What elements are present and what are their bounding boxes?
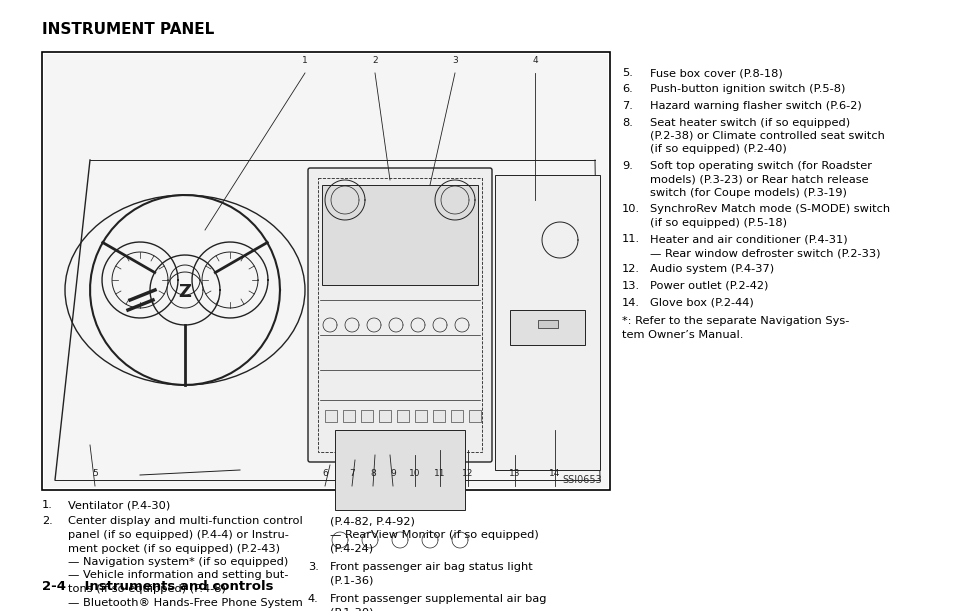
Text: (P.4-82, P.4-92): (P.4-82, P.4-92) bbox=[330, 516, 415, 527]
Text: 10.: 10. bbox=[622, 205, 640, 214]
Text: SSI0653: SSI0653 bbox=[563, 475, 602, 485]
Text: 9: 9 bbox=[390, 469, 396, 478]
Text: *: Refer to the separate Navigation Sys-: *: Refer to the separate Navigation Sys- bbox=[622, 316, 850, 326]
Text: Glove box (P.2-44): Glove box (P.2-44) bbox=[650, 298, 754, 307]
Text: 4: 4 bbox=[532, 56, 538, 65]
Text: (P.1-36): (P.1-36) bbox=[330, 576, 373, 585]
Text: 6.: 6. bbox=[622, 84, 633, 95]
Text: (P.4-24): (P.4-24) bbox=[330, 544, 373, 554]
Text: 13.: 13. bbox=[622, 281, 640, 291]
Bar bbox=[335, 430, 465, 510]
Text: 12.: 12. bbox=[622, 265, 640, 274]
Text: 4.: 4. bbox=[308, 594, 319, 604]
Text: 6: 6 bbox=[323, 469, 328, 478]
Text: (P.2-38) or Climate controlled seat switch: (P.2-38) or Climate controlled seat swit… bbox=[650, 131, 885, 141]
Bar bbox=[318, 178, 482, 452]
Bar bbox=[44, 54, 608, 488]
Text: 2: 2 bbox=[372, 56, 378, 65]
Text: — Navigation system* (if so equipped): — Navigation system* (if so equipped) bbox=[68, 557, 288, 567]
Text: 2.: 2. bbox=[42, 516, 53, 527]
Text: tem Owner’s Manual.: tem Owner’s Manual. bbox=[622, 329, 743, 340]
Text: — RearView Monitor (if so equipped): — RearView Monitor (if so equipped) bbox=[330, 530, 539, 540]
Text: SynchroRev Match mode (S-MODE) switch: SynchroRev Match mode (S-MODE) switch bbox=[650, 205, 890, 214]
Bar bbox=[510, 310, 585, 345]
Text: 7.: 7. bbox=[622, 101, 633, 111]
Text: 2-4    Instruments and controls: 2-4 Instruments and controls bbox=[42, 580, 274, 593]
Text: 8.: 8. bbox=[622, 117, 633, 128]
Text: ment pocket (if so equipped) (P.2-43): ment pocket (if so equipped) (P.2-43) bbox=[68, 544, 280, 554]
Bar bbox=[415, 410, 427, 422]
Bar bbox=[538, 320, 558, 328]
Text: Hazard warning flasher switch (P.6-2): Hazard warning flasher switch (P.6-2) bbox=[650, 101, 862, 111]
Text: switch (for Coupe models) (P.3-19): switch (for Coupe models) (P.3-19) bbox=[650, 188, 847, 198]
Text: 12: 12 bbox=[463, 469, 473, 478]
Text: Push-button ignition switch (P.5-8): Push-button ignition switch (P.5-8) bbox=[650, 84, 846, 95]
Bar bbox=[42, 52, 610, 490]
Bar bbox=[322, 185, 478, 285]
Bar bbox=[469, 410, 481, 422]
Text: Z: Z bbox=[179, 283, 191, 301]
Text: Center display and multi-function control: Center display and multi-function contro… bbox=[68, 516, 302, 527]
Text: INSTRUMENT PANEL: INSTRUMENT PANEL bbox=[42, 22, 214, 37]
Text: panel (if so equipped) (P.4-4) or Instru-: panel (if so equipped) (P.4-4) or Instru… bbox=[68, 530, 289, 540]
Text: 11: 11 bbox=[434, 469, 445, 478]
Text: 1.: 1. bbox=[42, 500, 53, 510]
Text: 11.: 11. bbox=[622, 235, 640, 244]
Text: 5: 5 bbox=[92, 469, 98, 478]
Text: 14: 14 bbox=[549, 469, 561, 478]
Text: (if so equipped) (P.5-18): (if so equipped) (P.5-18) bbox=[650, 218, 787, 228]
Text: Front passenger supplemental air bag: Front passenger supplemental air bag bbox=[330, 594, 546, 604]
Bar bbox=[379, 410, 391, 422]
Text: tons (if so equipped) (P.4-8): tons (if so equipped) (P.4-8) bbox=[68, 584, 226, 594]
Bar bbox=[495, 175, 600, 470]
Bar bbox=[325, 410, 337, 422]
Text: Heater and air conditioner (P.4-31): Heater and air conditioner (P.4-31) bbox=[650, 235, 848, 244]
Text: Audio system (P.4-37): Audio system (P.4-37) bbox=[650, 265, 774, 274]
Text: — Vehicle information and setting but-: — Vehicle information and setting but- bbox=[68, 571, 289, 580]
Text: (P.1-30): (P.1-30) bbox=[330, 607, 373, 611]
Text: Fuse box cover (P.8-18): Fuse box cover (P.8-18) bbox=[650, 68, 782, 78]
Text: 14.: 14. bbox=[622, 298, 640, 307]
Text: Soft top operating switch (for Roadster: Soft top operating switch (for Roadster bbox=[650, 161, 872, 171]
Text: 3: 3 bbox=[452, 56, 458, 65]
Bar bbox=[361, 410, 373, 422]
Text: 10: 10 bbox=[409, 469, 420, 478]
Text: Power outlet (P.2-42): Power outlet (P.2-42) bbox=[650, 281, 768, 291]
Bar bbox=[343, 410, 355, 422]
Text: 13: 13 bbox=[509, 469, 520, 478]
Bar bbox=[397, 410, 409, 422]
Text: 7: 7 bbox=[349, 469, 355, 478]
Bar bbox=[451, 410, 463, 422]
Text: — Bluetooth® Hands-Free Phone System: — Bluetooth® Hands-Free Phone System bbox=[68, 598, 302, 607]
Text: Ventilator (P.4-30): Ventilator (P.4-30) bbox=[68, 500, 170, 510]
Text: 5.: 5. bbox=[622, 68, 633, 78]
Bar bbox=[433, 410, 445, 422]
Text: — Rear window defroster switch (P.2-33): — Rear window defroster switch (P.2-33) bbox=[650, 248, 880, 258]
Text: models) (P.3-23) or Rear hatch release: models) (P.3-23) or Rear hatch release bbox=[650, 175, 869, 185]
Text: 1: 1 bbox=[302, 56, 308, 65]
Text: (if so equipped) (P.2-40): (if so equipped) (P.2-40) bbox=[650, 144, 787, 155]
Text: Seat heater switch (if so equipped): Seat heater switch (if so equipped) bbox=[650, 117, 851, 128]
Text: 9.: 9. bbox=[622, 161, 633, 171]
Text: 8: 8 bbox=[371, 469, 376, 478]
Text: Front passenger air bag status light: Front passenger air bag status light bbox=[330, 562, 533, 572]
FancyBboxPatch shape bbox=[308, 168, 492, 462]
Text: 3.: 3. bbox=[308, 562, 319, 572]
